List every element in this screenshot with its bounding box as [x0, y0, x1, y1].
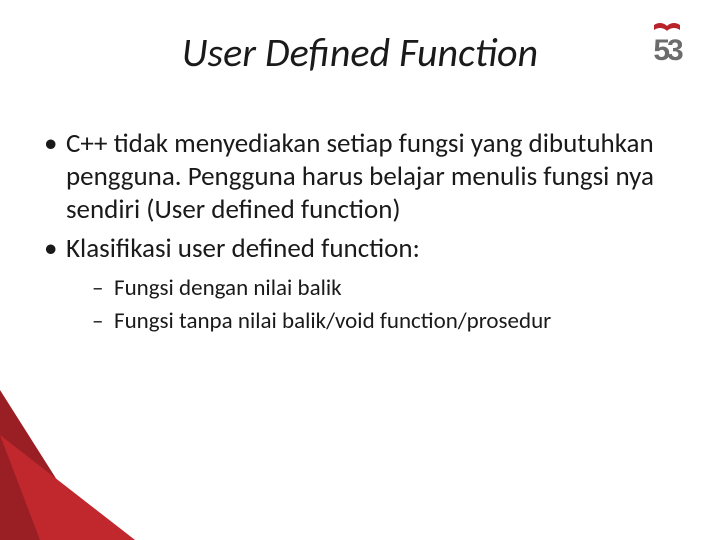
content-area: C++ tidak menyediakan setiap fungsi yang… — [40, 128, 680, 341]
list-item: Klasifikasi user defined function: Fungs… — [40, 233, 680, 335]
logo: 53 — [642, 22, 692, 68]
list-item: C++ tidak menyediakan setiap fungsi yang… — [40, 128, 680, 227]
list-item-text: C++ tidak menyediakan setiap fungsi yang… — [66, 127, 654, 226]
slide: User Defined Function 53 C++ tidak menye… — [0, 0, 720, 540]
logo-text: 53 — [642, 34, 692, 68]
list-item: Fungsi tanpa nilai balik/void function/p… — [66, 307, 680, 336]
corner-decoration — [0, 390, 140, 540]
list-item-text: Klasifikasi user defined function: — [66, 232, 420, 265]
bullet-sublist: Fungsi dengan nilai balik Fungsi tanpa n… — [66, 274, 680, 336]
list-item-text: Fungsi dengan nilai balik — [114, 274, 342, 302]
bullet-list: C++ tidak menyediakan setiap fungsi yang… — [40, 128, 680, 335]
list-item-text: Fungsi tanpa nilai balik/void function/p… — [114, 307, 551, 335]
book-icon — [654, 22, 680, 32]
list-item: Fungsi dengan nilai balik — [66, 274, 680, 303]
slide-title: User Defined Function — [0, 28, 720, 77]
